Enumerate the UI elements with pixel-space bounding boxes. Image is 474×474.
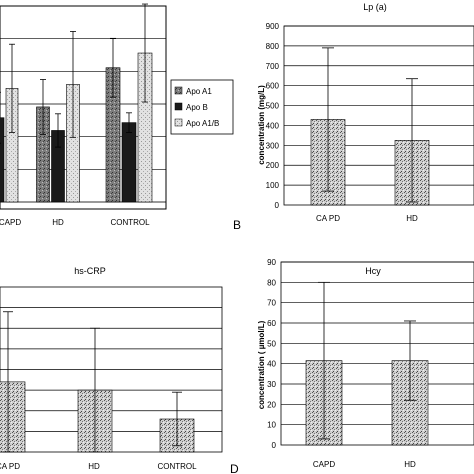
y-tick-label: 30 [267,380,276,389]
panel-c: hs-CRP CA PD HD CONTROL [0,266,223,471]
legend-label-apo-a1b: Apo A1/B [186,119,219,128]
panel-c-category-label: CA PD [0,462,20,471]
legend-label-apo-a1: Apo A1 [186,87,212,96]
panel-d-category-label: HD [404,460,416,469]
y-tick-label: 60 [267,319,276,328]
legend-label-apo-b: Apo B [186,103,208,112]
panel-a-category-label: CAPD [0,218,21,227]
panel-d-bars [305,281,429,446]
y-tick-label: 40 [267,360,276,369]
y-tick-label: 500 [266,102,280,111]
legend-swatch-apo-b [174,102,183,111]
panel-d-y-axis-label: concentration ( µmol/L) [257,320,266,409]
panel-b-plot-frame [283,25,474,206]
panel-c-category-label: HD [88,462,100,471]
legend-swatch-apo-a1b [174,118,183,127]
panel-b-y-axis-label: concentration (mg/L) [257,85,266,165]
panel-a: CAPD HD CONTROL Apo A1 Apo B Apo A1/B [0,3,234,227]
bar [0,117,5,203]
y-tick-label: 800 [266,42,280,51]
y-tick-label: 0 [272,441,277,450]
panel-b-category-label: HD [406,214,418,223]
panel-b-y-ticks: 0 100 200 300 400 500 600 700 800 900 [266,22,280,210]
panel-b-category-label: CA PD [316,214,340,223]
bar [121,122,137,203]
panel-a-bars [0,3,153,203]
y-tick-label: 50 [267,339,276,348]
y-tick-label: 80 [267,278,276,287]
y-tick-label: 90 [267,258,276,267]
panel-b-title: Lp (a) [363,2,387,12]
y-tick-label: 300 [266,141,280,150]
panel-b: Lp (a) concentration (mg/L) 0 100 200 300 40… [233,2,474,232]
panel-a-category-label: HD [52,218,64,227]
panel-d-plot-frame [280,261,474,446]
y-tick-label: 600 [266,82,280,91]
y-tick-label: 100 [266,181,280,190]
panel-c-title: hs-CRP [74,266,106,276]
panel-c-category-label: CONTROL [157,462,197,471]
y-tick-label: 0 [275,201,280,210]
y-tick-label: 700 [266,62,280,71]
panel-b-letter: B [233,218,241,232]
panel-d: Hcy concentration ( µmol/L) 0 10 20 30 40 50 6… [230,258,474,474]
panel-d-letter: D [230,462,239,474]
panel-b-bars [310,47,430,206]
panel-c-bars [0,311,195,453]
panel-d-y-ticks: 0 10 20 30 40 50 60 70 80 90 [267,258,276,450]
panel-a-categories: CAPD HD CONTROL [0,218,150,227]
panel-a-legend: Apo A1 Apo B Apo A1/B [170,79,234,135]
panel-a-category-label: CONTROL [110,218,150,227]
y-tick-label: 900 [266,22,280,31]
bar [0,381,26,453]
panel-a-gridlines [0,38,166,170]
y-tick-label: 400 [266,121,280,130]
y-tick-label: 200 [266,161,280,170]
panel-d-title: Hcy [365,266,381,276]
y-tick-label: 20 [267,400,276,409]
legend-swatch-apo-a1 [174,86,183,95]
y-tick-label: 10 [267,421,276,430]
panel-d-category-label: CAPD [313,460,335,469]
y-tick-label: 70 [267,299,276,308]
